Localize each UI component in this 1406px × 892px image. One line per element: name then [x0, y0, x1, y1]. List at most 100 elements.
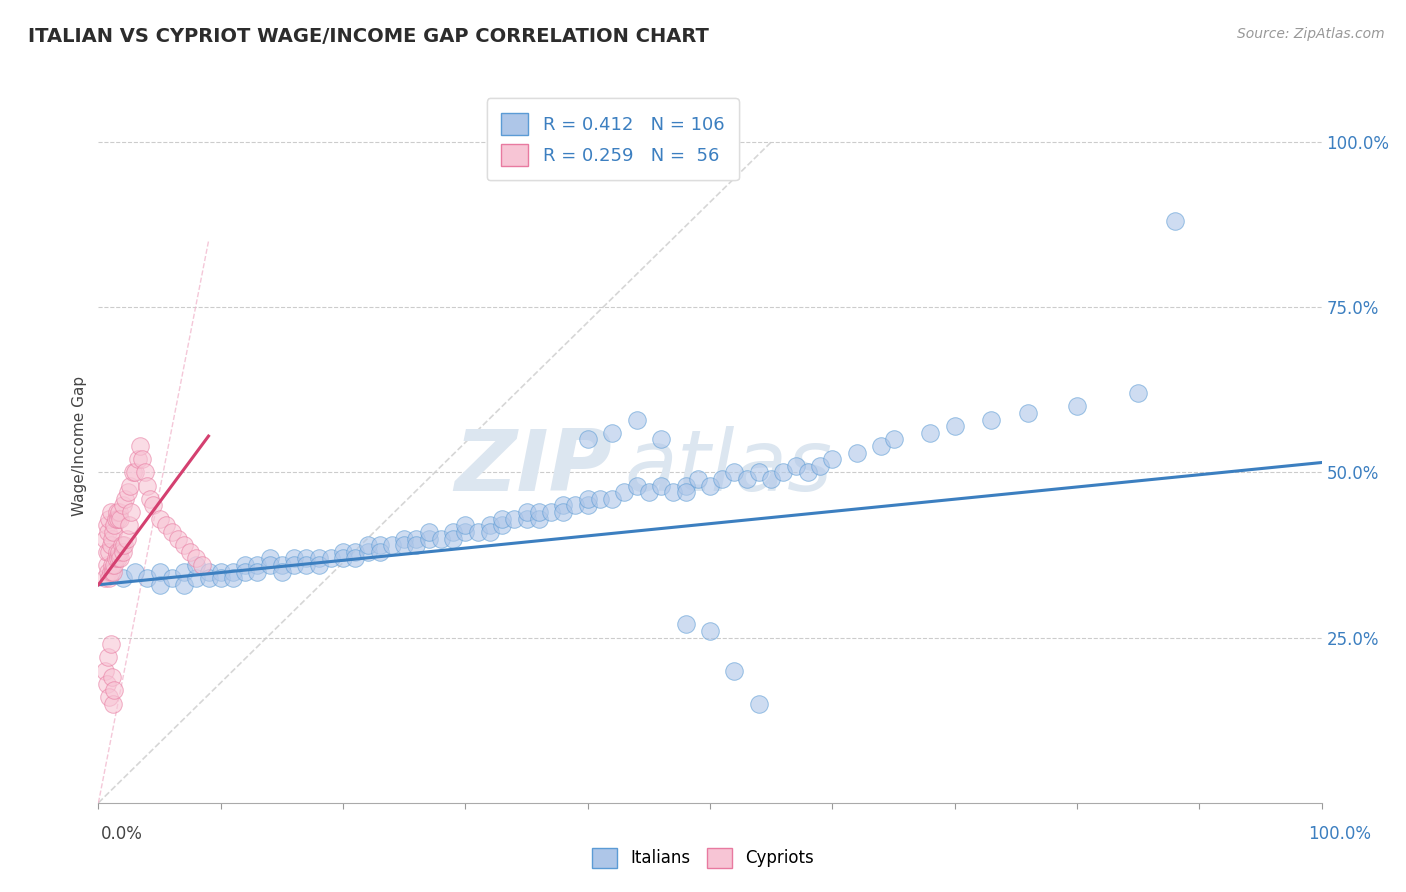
Point — [943, 419, 966, 434]
Point — [467, 524, 489, 539]
Point — [1066, 400, 1088, 414]
Point — [883, 433, 905, 447]
Point — [98, 511, 121, 525]
Point — [1164, 214, 1187, 228]
Point — [405, 532, 427, 546]
Point — [101, 524, 124, 539]
Point — [107, 551, 129, 566]
Point — [356, 545, 378, 559]
Point — [626, 478, 648, 492]
Point — [134, 466, 156, 480]
Point — [96, 545, 118, 559]
Point — [845, 445, 868, 459]
Point — [108, 505, 131, 519]
Point — [772, 466, 794, 480]
Point — [124, 565, 146, 579]
Point — [222, 571, 245, 585]
Point — [186, 551, 208, 566]
Point — [93, 571, 115, 585]
Point — [748, 466, 770, 480]
Point — [149, 578, 172, 592]
Point — [405, 538, 427, 552]
Point — [136, 571, 159, 585]
Point — [191, 558, 214, 572]
Point — [491, 518, 513, 533]
Point — [650, 433, 672, 447]
Point — [101, 532, 124, 546]
Point — [127, 452, 149, 467]
Point — [104, 551, 127, 566]
Point — [808, 458, 831, 473]
Point — [748, 697, 770, 711]
Point — [430, 532, 453, 546]
Point — [368, 538, 391, 552]
Point — [699, 478, 721, 492]
Point — [675, 617, 697, 632]
Point — [270, 558, 294, 572]
Point — [503, 511, 526, 525]
Text: ZIP: ZIP — [454, 425, 612, 509]
Point — [454, 518, 477, 533]
Point — [576, 499, 599, 513]
Point — [233, 558, 256, 572]
Point — [478, 524, 501, 539]
Point — [723, 466, 745, 480]
Point — [110, 551, 132, 566]
Point — [155, 518, 177, 533]
Point — [136, 478, 159, 492]
Point — [93, 532, 115, 546]
Point — [356, 538, 378, 552]
Point — [637, 485, 661, 500]
Point — [308, 551, 330, 566]
Point — [120, 505, 142, 519]
Point — [308, 558, 330, 572]
Point — [104, 511, 127, 525]
Point — [131, 452, 153, 467]
Point — [209, 565, 232, 579]
Point — [295, 558, 318, 572]
Point — [344, 551, 367, 566]
Point — [173, 578, 195, 592]
Point — [120, 478, 142, 492]
Point — [96, 558, 118, 572]
Point — [1128, 386, 1150, 401]
Point — [332, 545, 354, 559]
Point — [600, 491, 623, 506]
Point — [870, 439, 893, 453]
Point — [173, 538, 195, 552]
Point — [105, 505, 128, 519]
Point — [149, 511, 172, 525]
Point — [576, 491, 599, 506]
Point — [699, 624, 721, 638]
Point — [139, 491, 162, 506]
Point — [368, 545, 391, 559]
Point — [197, 571, 219, 585]
Point — [197, 565, 219, 579]
Point — [114, 491, 136, 506]
Point — [576, 433, 599, 447]
Point — [93, 664, 115, 678]
Point — [418, 532, 440, 546]
Point — [283, 558, 305, 572]
Point — [111, 538, 134, 552]
Point — [101, 697, 124, 711]
Point — [283, 551, 305, 566]
Point — [100, 538, 122, 552]
Point — [186, 571, 208, 585]
Point — [111, 545, 134, 559]
Legend: R = 0.412   N = 106, R = 0.259   N =  56: R = 0.412 N = 106, R = 0.259 N = 56 — [486, 98, 738, 180]
Text: Source: ZipAtlas.com: Source: ZipAtlas.com — [1237, 27, 1385, 41]
Point — [98, 545, 121, 559]
Point — [246, 558, 269, 572]
Point — [124, 466, 146, 480]
Point — [600, 425, 623, 440]
Point — [418, 524, 440, 539]
Point — [97, 565, 120, 579]
Point — [491, 511, 513, 525]
Point — [441, 524, 464, 539]
Point — [222, 565, 245, 579]
Point — [101, 565, 124, 579]
Point — [527, 505, 550, 519]
Point — [295, 551, 318, 566]
Point — [589, 491, 612, 506]
